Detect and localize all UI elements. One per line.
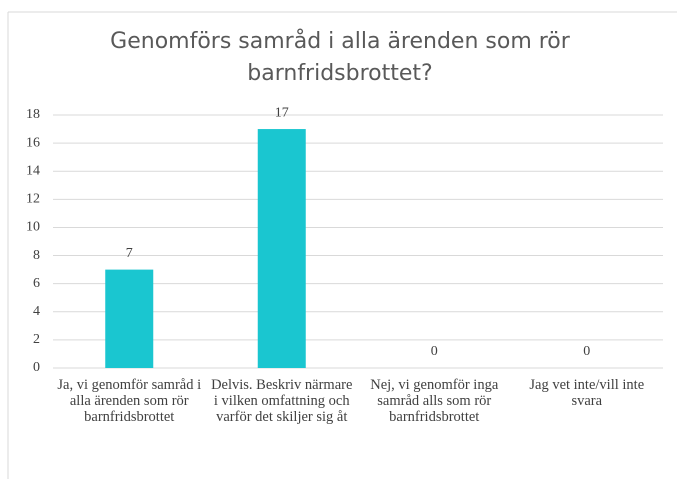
y-tick-label: 6	[33, 276, 40, 291]
y-tick-label: 8	[33, 248, 40, 263]
data-label: 0	[431, 344, 438, 359]
chart-title: Genomförs samråd i alla ärenden som rör …	[110, 29, 570, 86]
x-tick-label: Ja, vi genomför samråd i alla ärenden so…	[57, 377, 202, 425]
y-tick-label: 0	[33, 360, 40, 375]
x-tick-label: Jag vet inte/vill inte svara	[529, 377, 645, 409]
y-tick-label: 12	[26, 192, 40, 207]
y-tick-label: 18	[26, 107, 40, 122]
x-tick-label: Nej, vi genomför inga samråd alls som rö…	[370, 377, 499, 425]
y-tick-label: 16	[26, 135, 40, 150]
data-label: 7	[126, 246, 133, 261]
y-tick-label: 4	[33, 304, 40, 319]
data-label: 17	[275, 105, 289, 120]
y-tick-label: 2	[33, 332, 40, 347]
bar	[105, 269, 154, 368]
y-tick-label: 14	[26, 163, 40, 178]
x-tick-label: Delvis. Beskriv närmare i vilken omfattn…	[211, 377, 353, 425]
data-label: 0	[583, 344, 590, 359]
bar	[257, 129, 306, 368]
y-tick-label: 10	[26, 220, 40, 235]
